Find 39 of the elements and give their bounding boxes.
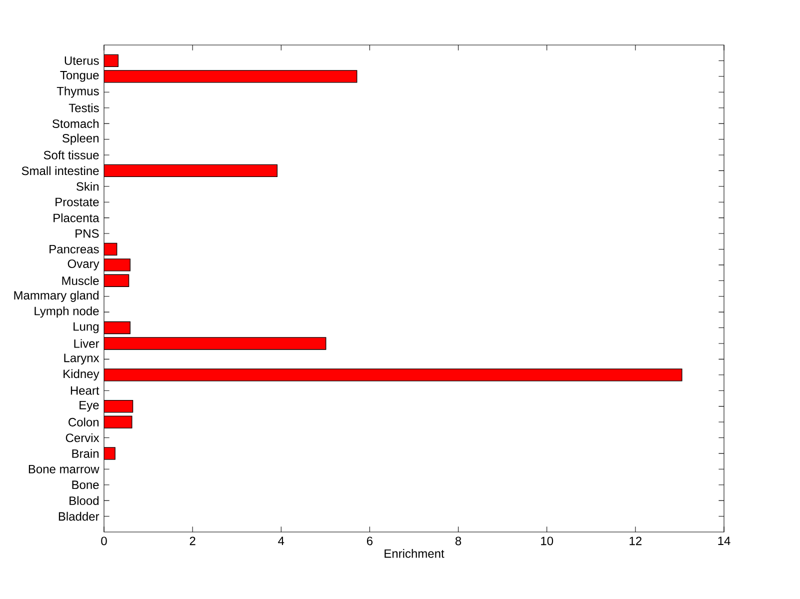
- x-tick-label: 10: [541, 536, 554, 546]
- y-tick-label: Lung: [74, 322, 99, 334]
- y-tick-label: Bladder: [58, 512, 100, 521]
- y-tick-label: Heart: [70, 386, 100, 395]
- y-tick-label: Bone: [72, 480, 99, 490]
- y-tick-label: Larynx: [64, 354, 100, 365]
- x-tick-label: 8: [455, 536, 462, 546]
- y-tick-label: Blood: [70, 496, 99, 505]
- y-tick-label: Brain: [72, 449, 99, 458]
- y-tick-label: Eye: [80, 400, 99, 412]
- x-tick-label: 0: [101, 536, 107, 546]
- y-tick-label: PNS: [76, 229, 99, 238]
- y-tick-label: Prostate: [56, 198, 99, 206]
- y-tick-label: Ovary: [68, 259, 100, 270]
- y-tick-label: Lymph node: [34, 306, 99, 318]
- x-tick-label: 4: [278, 536, 284, 545]
- y-tick-label: Soft tissue: [44, 150, 99, 160]
- y-tick-label: Skin: [76, 182, 99, 191]
- x-tick-label: 2: [190, 536, 196, 546]
- x-axis-title: Enrichment: [384, 549, 444, 558]
- y-tick-label: Mammary gland: [14, 290, 98, 302]
- y-tick-label: Small intestine: [22, 166, 99, 176]
- x-tick-label: 6: [366, 536, 373, 546]
- y-tick-label: Pancreas: [50, 245, 99, 254]
- y-tick-label: Placenta: [54, 213, 100, 222]
- y-tick-label: Spleen: [62, 134, 99, 145]
- y-tick-label: Colon: [68, 418, 99, 426]
- y-tick-label: Kidney: [64, 369, 100, 380]
- y-tick-label: Stomach: [52, 119, 99, 128]
- y-tick-label: Muscle: [62, 276, 99, 286]
- y-tick-label: Testis: [68, 103, 99, 112]
- y-tick-label: Uterus: [64, 56, 99, 65]
- x-tick-label: 14: [718, 536, 730, 545]
- x-tick-label: 12: [630, 536, 642, 546]
- y-tick-label: Cervix: [66, 433, 100, 442]
- y-tick-label: Tongue: [60, 71, 99, 82]
- y-tick-label: Thymus: [56, 86, 99, 98]
- y-tick-label: Bone marrow: [28, 464, 100, 474]
- y-tick-label: Liver: [74, 339, 100, 348]
